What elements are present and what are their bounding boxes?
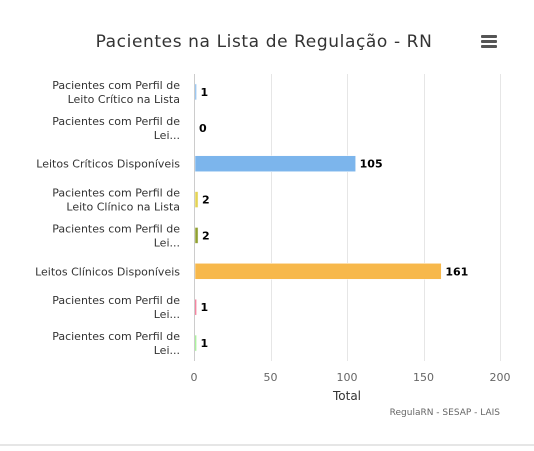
bar[interactable] [194,334,197,352]
hamburger-menu-icon [481,35,497,38]
bar-data-label: 1 [201,301,209,314]
y-category-label: Pacientes com Perfil de Lei... [52,294,180,321]
bar-data-label: 0 [199,122,207,135]
x-tick-label: 50 [264,371,278,384]
context-menu-button[interactable] [476,30,502,54]
chart-title: Pacientes na Lista de Regulação - RN [96,32,433,52]
y-category-label: Pacientes com Perfil de Lei... [52,330,180,357]
bar[interactable] [194,155,356,172]
y-category-label: Leitos Críticos Disponíveis [36,158,180,171]
y-category-label: Leitos Clínicos Disponíveis [35,265,180,278]
bar[interactable] [194,191,199,208]
y-category-label: Pacientes com Perfil de Lei... [52,115,180,142]
bar[interactable] [194,298,197,316]
x-tick-label: 100 [337,371,358,384]
hamburger-menu-icon [481,40,497,43]
x-tick-label: 150 [413,371,434,384]
bar-data-label: 105 [360,158,383,171]
x-tick-label: 0 [191,371,198,384]
bar-data-label: 161 [445,265,468,278]
y-category-label: Pacientes com Perfil de Leito Clínico na … [52,187,180,214]
bar[interactable] [194,227,199,244]
bar-data-label: 2 [202,194,210,207]
container-border [0,444,534,446]
x-tick-label: 200 [490,371,511,384]
bar-data-label: 1 [201,86,209,99]
bar-data-label: 1 [201,337,209,350]
bar[interactable] [194,83,197,101]
chart-credits[interactable]: RegulaRN - SESAP - LAIS [390,408,501,418]
bar[interactable] [194,263,442,280]
y-category-label: Pacientes com Perfil de Leito Crítico na … [52,79,180,106]
x-axis-title: Total [332,389,361,403]
bar-data-label: 2 [202,229,210,242]
y-category-label: Pacientes com Perfil de Lei... [52,222,180,249]
hamburger-menu-icon [481,45,497,48]
